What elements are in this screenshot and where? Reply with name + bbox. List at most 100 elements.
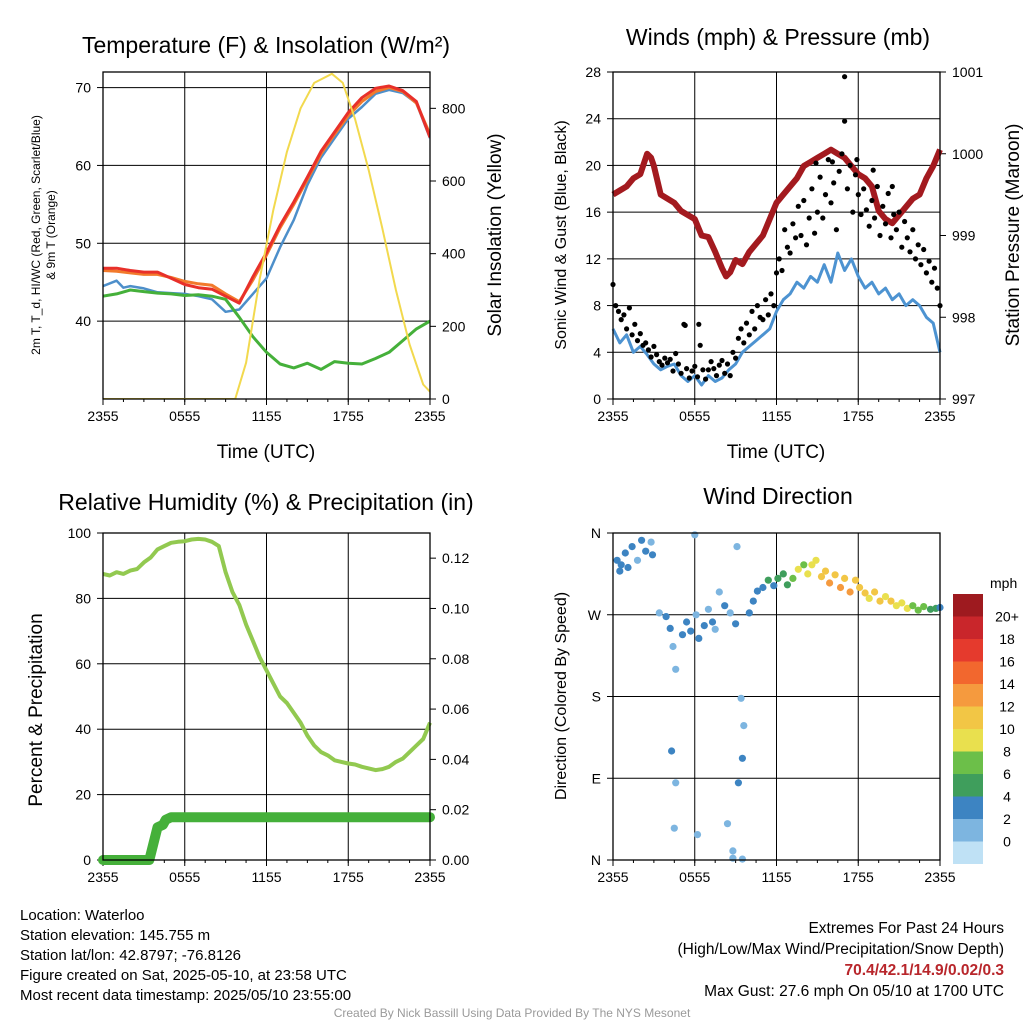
credit-line: Created By Nick Bassill Using Data Provi… [333, 1006, 691, 1020]
gust-point [746, 332, 752, 338]
gust-point [779, 267, 785, 274]
gust-point [918, 262, 924, 268]
gust-point [833, 227, 840, 233]
sonic-wind-line [611, 251, 942, 387]
direction-point [737, 694, 745, 702]
gust-point [915, 242, 921, 248]
gust-point [929, 279, 935, 285]
x-tick-label: 1755 [333, 408, 364, 424]
direction-point [616, 567, 624, 575]
series-line-0 [103, 88, 430, 314]
y2-tick-label: 0.02 [442, 802, 469, 818]
gust-point [760, 317, 766, 323]
gust-point [828, 200, 834, 206]
y2-tick-label: 400 [442, 246, 466, 262]
plot-border [612, 532, 941, 861]
gust-point [654, 352, 660, 358]
gust-point [888, 235, 894, 241]
gust-point [754, 303, 761, 309]
direction-point [846, 588, 854, 596]
gust-point [889, 183, 895, 190]
direction-point [648, 551, 657, 559]
legend-label: 12 [999, 699, 1015, 715]
y-tick-label: E [592, 770, 601, 786]
gust-point [703, 376, 709, 382]
gust-point [664, 360, 671, 366]
gust-point [733, 355, 739, 361]
gust-point [694, 374, 701, 380]
gust-point [682, 322, 688, 328]
y2-axis-label: Solar Insolation (Yellow) [485, 133, 506, 336]
y-tick-label: 50 [75, 235, 91, 251]
gust-point [921, 246, 927, 253]
direction-point [851, 576, 860, 584]
legend-label: 2 [1003, 811, 1011, 827]
direction-point [841, 574, 849, 583]
gust-point [891, 211, 897, 218]
direction-point [914, 606, 922, 614]
gust-point [632, 321, 638, 327]
direction-point [920, 603, 928, 611]
direction-point [926, 605, 935, 613]
series-line-2 [103, 84, 430, 305]
gust-point [624, 326, 630, 332]
gust-point [839, 151, 845, 157]
gust-point [719, 357, 725, 364]
y2-tick-label: 0.04 [442, 751, 469, 767]
gust-point [782, 227, 788, 233]
direction-point [836, 583, 845, 592]
gust-point [831, 180, 837, 186]
direction-point [624, 563, 632, 572]
gust-point [870, 167, 876, 173]
direction-point [732, 620, 740, 628]
y-tick-label: 8 [593, 298, 601, 314]
direction-point [770, 582, 778, 590]
winds-pressure-panel: 2355 0555 1155 1755 235504812162024289979989… [553, 24, 1024, 463]
direction-point [708, 618, 717, 626]
y-tick-label: 80 [75, 590, 91, 606]
y-tick-label: N [591, 525, 601, 541]
y2-tick-label: 0.00 [442, 852, 469, 868]
direction-point [887, 597, 895, 605]
gust-point [790, 221, 796, 227]
legend-label: 0 [1003, 834, 1011, 850]
gust-point [904, 235, 910, 241]
gust-point [637, 331, 643, 337]
x-tick-label: 2355 [597, 408, 628, 424]
direction-point [669, 642, 677, 651]
x-tick-label: 0555 [169, 408, 200, 424]
direction-point [647, 538, 655, 546]
direction-point [876, 597, 884, 605]
legend-swatch [953, 594, 983, 617]
direction-point [903, 604, 911, 613]
x-tick-label: 1155 [251, 408, 281, 424]
y2-tick-label: 999 [952, 228, 976, 244]
gust-point [795, 203, 801, 209]
direction-point [861, 589, 869, 597]
gust-point [814, 209, 821, 215]
gust-point [749, 308, 755, 314]
gust-point [629, 332, 635, 338]
gust-point [716, 362, 722, 368]
legend-label: 14 [999, 676, 1015, 692]
gust-point [662, 355, 668, 361]
gust-point [743, 320, 750, 326]
y2-axis-label: Station Pressure (Maroon) [1003, 124, 1024, 347]
humidity-precipitation-panel: 2355 0555 1155 1755 23550204060801000.000.02… [26, 489, 474, 885]
direction-point [804, 570, 812, 578]
series-line-4 [103, 72, 430, 399]
gust-point [713, 373, 720, 379]
direction-point [740, 722, 748, 730]
gust-point [684, 366, 690, 372]
gust-point [854, 157, 860, 163]
y-tick-label: 40 [75, 313, 91, 329]
gust-point [847, 162, 853, 168]
y2-tick-label: 1001 [952, 64, 983, 80]
x-tick-label: 2355 [414, 408, 445, 424]
gust-point [822, 192, 829, 198]
direction-point [683, 618, 691, 626]
gust-point [910, 227, 916, 233]
y-tick-label: S [592, 689, 601, 705]
station-info: Location: Waterloo Station elevation: 14… [20, 906, 351, 1006]
